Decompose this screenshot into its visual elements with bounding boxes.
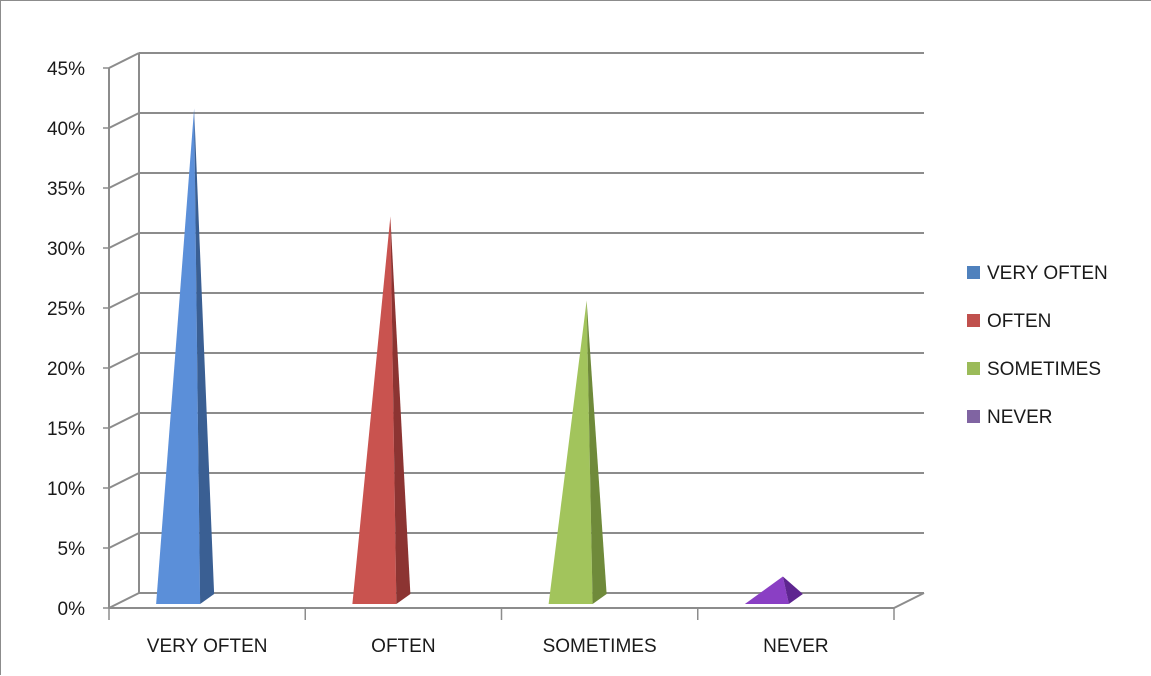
legend-label: OFTEN bbox=[987, 311, 1051, 332]
legend-swatch bbox=[967, 314, 980, 327]
y-tick-label: 5% bbox=[58, 539, 86, 560]
gridline bbox=[108, 472, 924, 489]
y-tick-label: 25% bbox=[47, 299, 85, 320]
legend-swatch bbox=[967, 410, 980, 423]
pyramid-bar bbox=[156, 108, 215, 604]
y-axis: 0% 5% 10% 15% 20% 25% 30% 35% 40% 45% bbox=[47, 59, 110, 620]
x-axis: VERY OFTEN OFTEN SOMETIMES NEVER bbox=[108, 608, 895, 657]
pyramid-side-face bbox=[782, 576, 803, 604]
gridline bbox=[108, 412, 924, 429]
y-tick-label: 20% bbox=[47, 359, 85, 380]
legend-label: SOMETIMES bbox=[987, 359, 1101, 380]
gridline bbox=[108, 52, 924, 69]
pyramid-side-face bbox=[390, 216, 411, 604]
legend-item: SOMETIMES bbox=[967, 359, 1101, 380]
pyramid-front-face bbox=[156, 108, 201, 604]
x-category-label: OFTEN bbox=[371, 636, 435, 657]
pyramid-bar bbox=[548, 300, 607, 604]
legend-item: OFTEN bbox=[967, 311, 1051, 332]
legend-item: VERY OFTEN bbox=[967, 263, 1108, 284]
pyramid-front-face bbox=[548, 300, 593, 604]
pyramid-side-face bbox=[194, 108, 215, 604]
legend-item: NEVER bbox=[967, 407, 1052, 428]
gridline bbox=[108, 532, 924, 549]
legend: VERY OFTEN OFTEN SOMETIMES NEVER bbox=[967, 263, 1108, 428]
bars bbox=[156, 108, 803, 604]
y-tick-label: 0% bbox=[58, 599, 86, 620]
legend-label: NEVER bbox=[987, 407, 1052, 428]
y-tick-label: 45% bbox=[47, 59, 85, 80]
pyramid-side-face bbox=[586, 300, 607, 604]
legend-label: VERY OFTEN bbox=[987, 263, 1108, 284]
gridline bbox=[108, 172, 924, 189]
gridline bbox=[108, 592, 924, 609]
y-tick-label: 10% bbox=[47, 479, 85, 500]
gridline bbox=[108, 112, 924, 129]
floor-right-edge bbox=[893, 592, 925, 609]
y-tick-label: 40% bbox=[47, 119, 85, 140]
pyramid-bar bbox=[352, 216, 411, 604]
gridline bbox=[108, 232, 924, 249]
pyramid-front-face bbox=[352, 216, 397, 604]
x-category-label: SOMETIMES bbox=[543, 636, 657, 657]
pyramid-front-face bbox=[744, 576, 789, 604]
y-tick-label: 30% bbox=[47, 239, 85, 260]
legend-swatch bbox=[967, 362, 980, 375]
pyramid-bar bbox=[744, 576, 803, 604]
x-category-label: VERY OFTEN bbox=[147, 636, 268, 657]
y-tick-label: 35% bbox=[47, 179, 85, 200]
gridline bbox=[108, 352, 924, 369]
x-category-label: NEVER bbox=[763, 636, 828, 657]
gridline bbox=[108, 292, 924, 309]
gridlines bbox=[108, 52, 924, 609]
y-tick-label: 15% bbox=[47, 419, 85, 440]
chart-walls bbox=[109, 53, 925, 609]
legend-swatch bbox=[967, 266, 980, 279]
